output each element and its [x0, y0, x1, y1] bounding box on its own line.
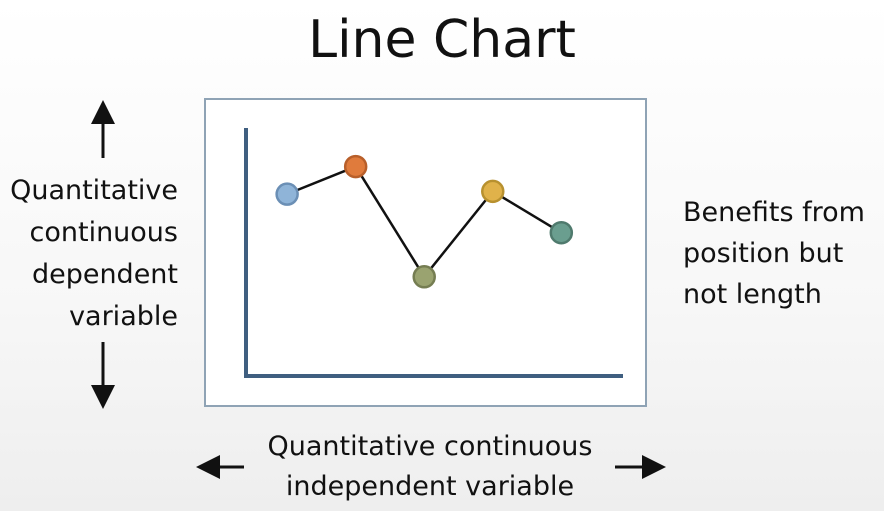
data-point	[275, 182, 299, 206]
benefit-note-line: position but	[683, 238, 844, 269]
y-axis-label-line: variable	[69, 301, 178, 332]
series-line-segment	[492, 190, 562, 234]
data-point	[549, 220, 574, 245]
benefit-note: Benefits from position but not length	[683, 192, 883, 315]
data-point	[343, 154, 368, 179]
page-title: Line Chart	[308, 10, 576, 70]
x-axis-label: Quantitative continuous independent vari…	[220, 427, 640, 507]
data-point	[481, 179, 505, 204]
series-layer	[275, 154, 574, 289]
series-line-segment	[354, 165, 426, 278]
x-axis-label-line: independent variable	[285, 471, 575, 502]
y-axis-label-line: Quantitative	[10, 175, 178, 206]
y-axis-label-line: continuous	[29, 217, 179, 248]
y-axis-label: Quantitative continuous dependent variab…	[0, 170, 178, 338]
x-axis-label-line: Quantitative continuous	[267, 431, 593, 462]
benefit-note-line: not length	[683, 279, 822, 310]
y-axis-label-line: dependent	[31, 259, 178, 290]
series-line-segment	[286, 165, 357, 196]
series-line-segment	[423, 190, 494, 278]
benefit-note-line: Benefits from	[683, 197, 865, 228]
chart-frame	[204, 98, 647, 407]
data-point	[412, 265, 436, 289]
